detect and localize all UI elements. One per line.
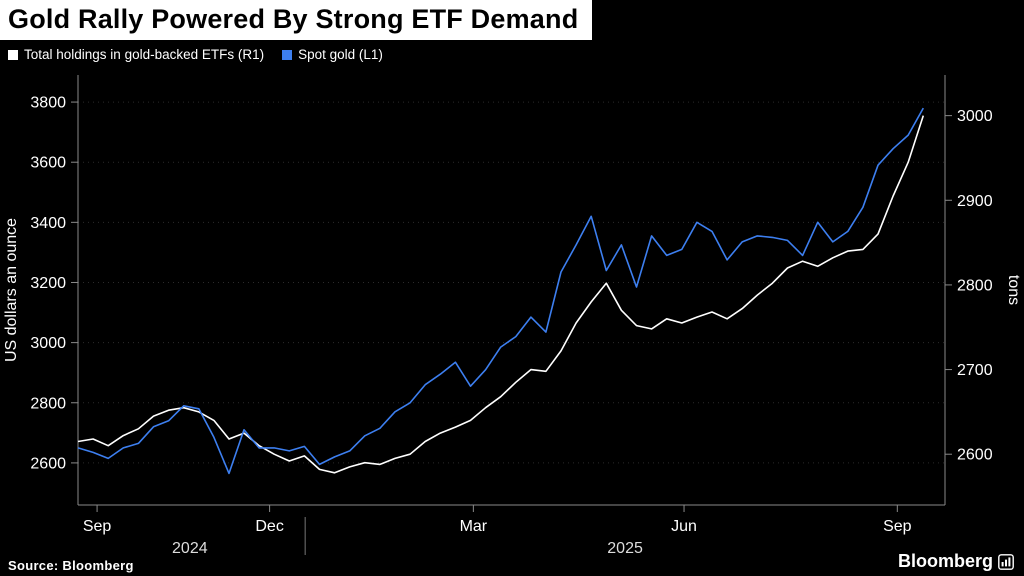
left-axis-tick-label: 2800	[30, 395, 66, 412]
x-axis-year-label: 2024	[172, 540, 208, 557]
x-axis-month-label: Sep	[83, 518, 112, 535]
chart-legend: Total holdings in gold-backed ETFs (R1) …	[8, 47, 383, 62]
bloomberg-logo-text: Bloomberg	[897, 551, 993, 571]
right-axis-tick-label: 2900	[957, 193, 993, 210]
legend-label-spot: Spot gold (L1)	[298, 47, 383, 62]
legend-swatch-spot-icon	[282, 49, 293, 60]
right-axis-tick-label: 2700	[957, 362, 993, 379]
source-label: Source: Bloomberg	[8, 558, 134, 573]
bloomberg-logo-icon	[998, 553, 1014, 570]
legend-label-etf: Total holdings in gold-backed ETFs (R1)	[24, 47, 265, 62]
right-axis-tick-label: 2600	[957, 447, 993, 464]
left-axis-tick-label: 2600	[30, 455, 66, 472]
right-axis-title: tons	[1005, 275, 1022, 305]
left-axis-tick-label: 3400	[30, 215, 66, 232]
x-axis-month-label: Jun	[671, 518, 697, 535]
chart-title: Gold Rally Powered By Strong ETF Demand	[0, 0, 593, 40]
left-axis-title: US dollars an ounce	[3, 218, 20, 362]
x-axis-month-label: Sep	[883, 518, 912, 535]
series-line-spot-gold	[77, 107, 924, 475]
x-axis-month-label: Mar	[460, 518, 488, 535]
legend-item-etf-holdings: Total holdings in gold-backed ETFs (R1)	[8, 47, 264, 62]
left-axis-tick-label: 3200	[30, 275, 66, 292]
x-axis-month-label: Dec	[255, 518, 283, 535]
x-axis-year-label: 2025	[607, 540, 643, 557]
right-axis-tick-label: 2800	[957, 277, 993, 294]
bloomberg-logo: Bloomberg	[898, 551, 1014, 572]
legend-item-spot-gold: Spot gold (L1)	[282, 47, 383, 62]
series-line-etf-holdings	[77, 115, 925, 474]
right-axis-tick-label: 3000	[957, 108, 993, 125]
left-axis-tick-label: 3000	[30, 335, 66, 352]
left-axis-tick-label: 3800	[30, 95, 66, 112]
left-axis-tick-label: 3600	[30, 155, 66, 172]
legend-swatch-etf-icon	[8, 49, 18, 60]
gold-line-chart: 2600 2800 3000 3200 3400 3600 3800 2600 2700 2800…	[3, 75, 1022, 557]
